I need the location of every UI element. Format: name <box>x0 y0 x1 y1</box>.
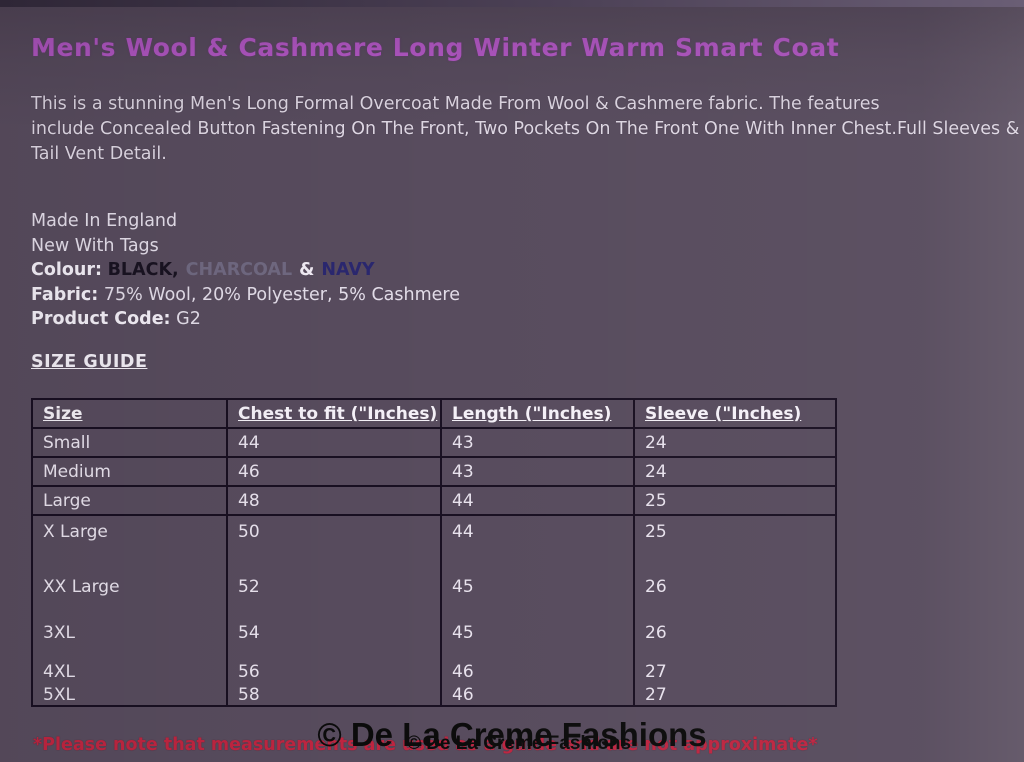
size-guide-cell: 24 <box>633 428 836 457</box>
size-guide-table: Size Chest to fit ("Inches) Length ("Inche… <box>31 398 837 707</box>
size-guide-cell: 46 <box>226 457 441 486</box>
size-guide-cell: Large <box>31 486 227 515</box>
size-guide-row: XX Large 52 45 26 <box>31 557 836 603</box>
size-guide-cell: Small <box>31 428 227 457</box>
colour-value-black: BLACK, <box>107 260 179 280</box>
size-guide-cell: 56 <box>226 649 441 685</box>
made-in-line: Made In England <box>31 211 178 231</box>
product-details: Made In England New With Tags Colour: BL… <box>31 209 460 332</box>
size-guide-cell: 45 <box>440 603 634 649</box>
size-guide-cell: 46 <box>440 685 634 706</box>
size-guide-cell: 4XL <box>31 649 227 685</box>
size-guide-cell: 43 <box>440 457 634 486</box>
size-guide-cell: 44 <box>440 515 634 557</box>
size-guide-column-header: Length ("Inches) <box>440 399 634 428</box>
top-edge-shadow <box>0 0 1024 7</box>
product-code-label: Product Code: <box>31 309 171 329</box>
size-guide-cell: 5XL <box>31 685 227 706</box>
size-guide-row: Large 48 44 25 <box>31 486 836 515</box>
description-line: include Concealed Button Fastening On Th… <box>31 119 1020 139</box>
size-guide-cell: 52 <box>226 557 441 603</box>
size-guide-cell: 45 <box>440 557 634 603</box>
size-guide-cell: 44 <box>226 428 441 457</box>
watermark-small: © De La Creme Fashions <box>406 733 632 754</box>
size-guide-cell: XX Large <box>31 557 227 603</box>
size-guide-cell: 26 <box>633 557 836 603</box>
colour-value-charcoal: CHARCOAL <box>185 260 293 280</box>
condition-line: New With Tags <box>31 235 159 256</box>
size-guide-row: 4XL 56 46 27 <box>31 649 836 685</box>
size-guide-row: X Large 50 44 25 <box>31 515 836 557</box>
size-guide-cell: 3XL <box>31 603 227 649</box>
size-guide-row: 5XL 58 46 27 <box>31 685 836 706</box>
size-guide-heading: SIZE GUIDE <box>31 352 148 372</box>
size-guide-cell: 25 <box>633 486 836 515</box>
description-line: Tail Vent Detail. <box>31 144 167 164</box>
size-guide-cell: X Large <box>31 515 227 557</box>
size-guide-cell: Medium <box>31 457 227 486</box>
page-title: Men's Wool & Cashmere Long Winter Warm S… <box>31 33 840 62</box>
size-guide-cell: 46 <box>440 649 634 685</box>
colour-value-navy: NAVY <box>321 260 375 280</box>
size-guide-row: Medium 46 43 24 <box>31 457 836 486</box>
size-guide-cell: 48 <box>226 486 441 515</box>
size-guide-cell: 27 <box>633 685 836 706</box>
size-guide-row: Small 44 43 24 <box>31 428 836 457</box>
size-guide-header-row: Size Chest to fit ("Inches) Length ("Inche… <box>31 399 836 428</box>
product-code-line: Product Code: G2 <box>31 307 460 332</box>
product-description: This is a stunning Men's Long Formal Ove… <box>31 92 1024 167</box>
size-guide-cell: 54 <box>226 603 441 649</box>
size-guide-cell: 25 <box>633 515 836 557</box>
fabric-label: Fabric: <box>31 284 99 305</box>
colour-value-: & <box>299 260 315 280</box>
size-guide-cell: 26 <box>633 603 836 649</box>
size-guide-column-header: Size <box>31 399 227 428</box>
fabric-value: 75% Wool, 20% Polyester, 5% Cashmere <box>103 284 460 305</box>
size-guide-cell: 43 <box>440 428 634 457</box>
colour-values: BLACK, CHARCOAL & NAVY <box>108 260 382 280</box>
size-guide-cell: 58 <box>226 685 441 706</box>
size-guide-cell: 24 <box>633 457 836 486</box>
size-guide-column-header: Chest to fit ("Inches) <box>226 399 441 428</box>
size-guide-column-header: Sleeve ("Inches) <box>633 399 836 428</box>
colour-line: Colour: BLACK, CHARCOAL & NAVY <box>31 258 460 283</box>
fabric-line: Fabric: 75% Wool, 20% Polyester, 5% Cash… <box>31 283 460 308</box>
colour-label: Colour: <box>31 260 102 280</box>
size-guide-row: 3XL 54 45 26 <box>31 603 836 649</box>
measurement-note: *Please note that measurements are used … <box>33 735 818 755</box>
product-code-value: G2 <box>176 309 201 329</box>
description-line: This is a stunning Men's Long Formal Ove… <box>31 94 880 114</box>
watermark-large: © De La Creme Fashions <box>317 716 707 753</box>
size-guide-cell: 44 <box>440 486 634 515</box>
size-guide-cell: 27 <box>633 649 836 685</box>
size-guide-cell: 50 <box>226 515 441 557</box>
